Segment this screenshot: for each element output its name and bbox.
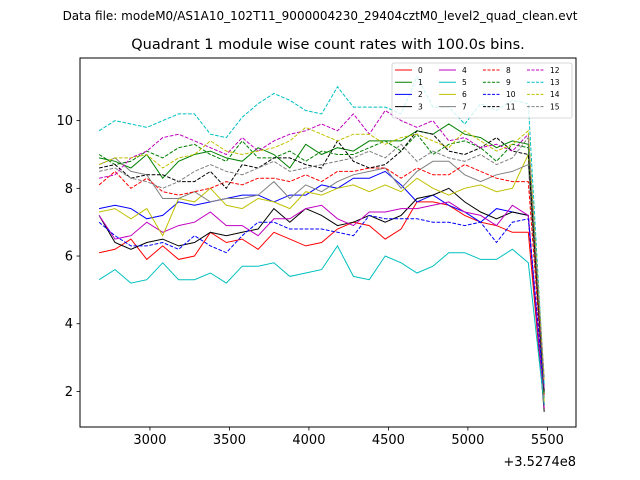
y-tick-label: 2 <box>65 385 73 400</box>
legend-label-5: 5 <box>462 78 467 87</box>
x-tick-label: 5500 <box>531 433 564 448</box>
series-line-12 <box>98 109 545 389</box>
legend-label-10: 10 <box>506 90 516 99</box>
y-tick-label: 4 <box>65 317 73 332</box>
x-tick-label: 4500 <box>372 433 405 448</box>
series-line-14 <box>98 126 545 382</box>
x-offset-label: +3.5274e8 <box>503 455 576 470</box>
legend-box <box>391 62 573 119</box>
plot-area <box>98 75 545 412</box>
legend-label-3: 3 <box>418 102 423 111</box>
series-line-7 <box>98 157 545 399</box>
legend-label-11: 11 <box>506 102 516 111</box>
series-line-15 <box>98 136 545 378</box>
series-line-11 <box>98 130 545 392</box>
series-line-5 <box>98 244 545 406</box>
legend-label-0: 0 <box>418 66 423 75</box>
series-line-1 <box>98 123 545 406</box>
legend-label-4: 4 <box>462 66 467 75</box>
axes-spine <box>79 57 577 428</box>
legend-label-12: 12 <box>550 66 560 75</box>
series-line-6 <box>98 154 545 402</box>
legend-label-6: 6 <box>462 90 467 99</box>
x-tick-label: 3500 <box>213 433 246 448</box>
legend-label-13: 13 <box>550 78 560 87</box>
legend-label-7: 7 <box>462 102 467 111</box>
legend-label-8: 8 <box>506 66 511 75</box>
y-tick-label: 6 <box>65 250 73 265</box>
x-tick-label: 3000 <box>133 433 166 448</box>
series-line-0 <box>98 201 545 409</box>
series-line-10 <box>98 214 545 392</box>
series-line-3 <box>98 187 545 412</box>
x-tick-label: 5000 <box>451 433 484 448</box>
y-tick-label: 8 <box>65 182 73 197</box>
figure-suptitle: Data file: modeM0/AS1A10_102T11_90000042… <box>63 9 578 23</box>
legend-label-9: 9 <box>506 78 511 87</box>
series-line-2 <box>98 170 545 406</box>
legend-label-15: 15 <box>550 102 560 111</box>
x-tick-label: 4000 <box>292 433 325 448</box>
y-tick-label: 10 <box>56 114 73 129</box>
chart-title: Quadrant 1 module wise count rates with … <box>131 37 525 53</box>
legend-label-2: 2 <box>418 90 423 99</box>
series-line-9 <box>98 133 545 395</box>
series-line-8 <box>98 164 545 395</box>
legend-label-14: 14 <box>550 90 560 99</box>
legend-label-1: 1 <box>418 78 423 87</box>
series-line-4 <box>98 201 545 409</box>
